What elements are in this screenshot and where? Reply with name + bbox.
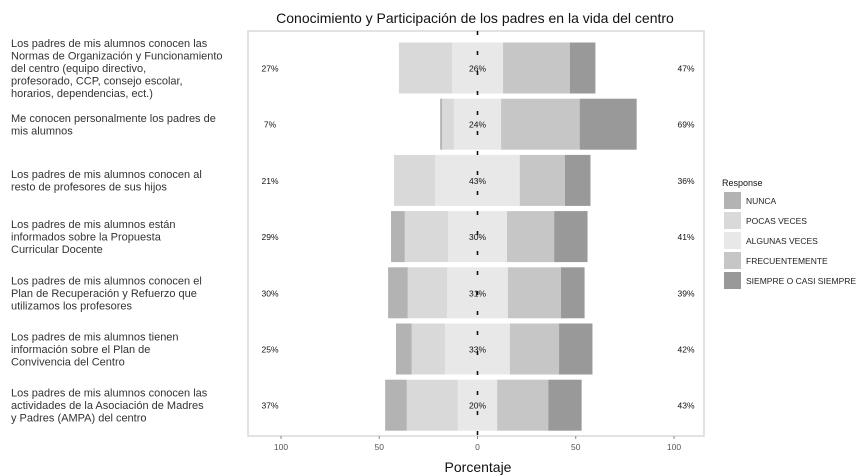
legend-swatch <box>724 232 741 249</box>
bar-frecuentemente <box>506 211 555 263</box>
bar-frecuentemente <box>507 267 562 319</box>
x-tick-label: 50 <box>571 442 581 452</box>
bar-frecuentemente <box>509 323 560 375</box>
item-label: Los padres de mis alumnos conocen las Nor… <box>11 38 223 100</box>
legend-label: SIEMPRE O CASI SIEMPRE <box>746 276 856 286</box>
low-percent: 27% <box>261 64 278 74</box>
x-tick-label: 100 <box>274 442 288 452</box>
bar-algunas-veces <box>435 154 520 206</box>
legend-swatch <box>724 212 741 229</box>
neutral-percent: 24% <box>469 120 486 130</box>
high-percent: 41% <box>677 232 694 242</box>
bar-pocas-veces <box>393 154 436 206</box>
x-tick-label: 0 <box>475 442 480 452</box>
neutral-percent: 30% <box>469 232 486 242</box>
legend-swatch <box>724 252 741 269</box>
chart-title: Conocimiento y Participación de los padr… <box>276 10 674 26</box>
high-percent: 47% <box>677 64 694 74</box>
high-percent: 36% <box>677 176 694 186</box>
bar-pocas-veces <box>398 42 452 94</box>
bar-pocas-veces <box>406 379 458 431</box>
bars <box>385 31 637 436</box>
bar-nunca <box>440 98 443 150</box>
neutral-percent: 20% <box>469 401 486 411</box>
bar-frecuentemente <box>519 154 565 206</box>
item-label: Los padres de mis alumnos tienen informac… <box>11 332 179 369</box>
legend-label: NUNCA <box>746 196 777 206</box>
x-axis-label: Porcentaje <box>445 459 512 475</box>
bar-pocas-veces <box>442 98 454 150</box>
bar-siempre-o-casi-siempre <box>561 267 585 319</box>
legend: Response NUNCA POCAS VECES ALGUNAS VECES FR… <box>722 178 856 289</box>
bar-frecuentemente <box>497 379 549 431</box>
x-tick-label: 50 <box>375 442 385 452</box>
item-label: Los padres de mis alumnos conocen las act… <box>11 388 208 425</box>
legend-title: Response <box>722 178 763 188</box>
neutral-percent: 33% <box>469 345 486 355</box>
bar-siempre-o-casi-siempre <box>554 211 588 263</box>
high-percent: 42% <box>677 345 694 355</box>
bar-nunca <box>395 323 412 375</box>
legend-swatch <box>724 192 741 209</box>
bar-siempre-o-casi-siempre <box>579 98 637 150</box>
neutral-percent: 31% <box>469 288 486 298</box>
low-percent: 7% <box>264 120 277 130</box>
legend-swatch <box>724 272 741 289</box>
item-label: Me conocen personalmente los padres de mi… <box>11 113 216 138</box>
item-labels: Los padres de mis alumnos conocen las Nor… <box>11 38 223 425</box>
bar-nunca <box>385 379 407 431</box>
item-label: Los padres de mis alumnos conocen al rest… <box>11 169 202 194</box>
neutral-percent: 43% <box>469 176 486 186</box>
bar-pocas-veces <box>407 267 448 319</box>
bar-frecuentemente <box>503 42 570 94</box>
x-tick-label: 100 <box>667 442 681 452</box>
low-percent: 30% <box>261 288 278 298</box>
bar-siempre-o-casi-siempre <box>569 42 596 94</box>
bar-pocas-veces <box>411 323 446 375</box>
high-percent: 39% <box>677 288 694 298</box>
neutral-percent: 26% <box>469 64 486 74</box>
low-percent: 21% <box>261 176 278 186</box>
bar-nunca <box>391 211 405 263</box>
high-percent: 69% <box>677 120 694 130</box>
low-percent: 29% <box>261 232 278 242</box>
bar-siempre-o-casi-siempre <box>559 323 593 375</box>
bar-frecuentemente <box>501 98 580 150</box>
item-label: Los padres de mis alumnos están informado… <box>11 219 175 256</box>
legend-label: POCAS VECES <box>746 216 807 226</box>
item-label: Los padres de mis alumnos conocen el Plan… <box>11 275 202 312</box>
bar-pocas-veces <box>404 211 449 263</box>
percent-labels: 27% 26% 47% 7% 24% 69% 21% 43% 36% 29% 30% 41% 30% 31… <box>261 64 694 411</box>
bar-nunca <box>388 267 408 319</box>
low-percent: 25% <box>261 345 278 355</box>
bar-algunas-veces <box>453 98 502 150</box>
bar-siempre-o-casi-siempre <box>564 154 591 206</box>
bar-algunas-veces <box>457 379 498 431</box>
bar-siempre-o-casi-siempre <box>548 379 582 431</box>
low-percent: 37% <box>261 401 278 411</box>
high-percent: 43% <box>677 401 694 411</box>
legend-label: FRECUENTEMENTE <box>746 256 828 266</box>
x-axis: 100 50 0 50 100 <box>274 436 681 452</box>
legend-label: ALGUNAS VECES <box>746 236 818 246</box>
